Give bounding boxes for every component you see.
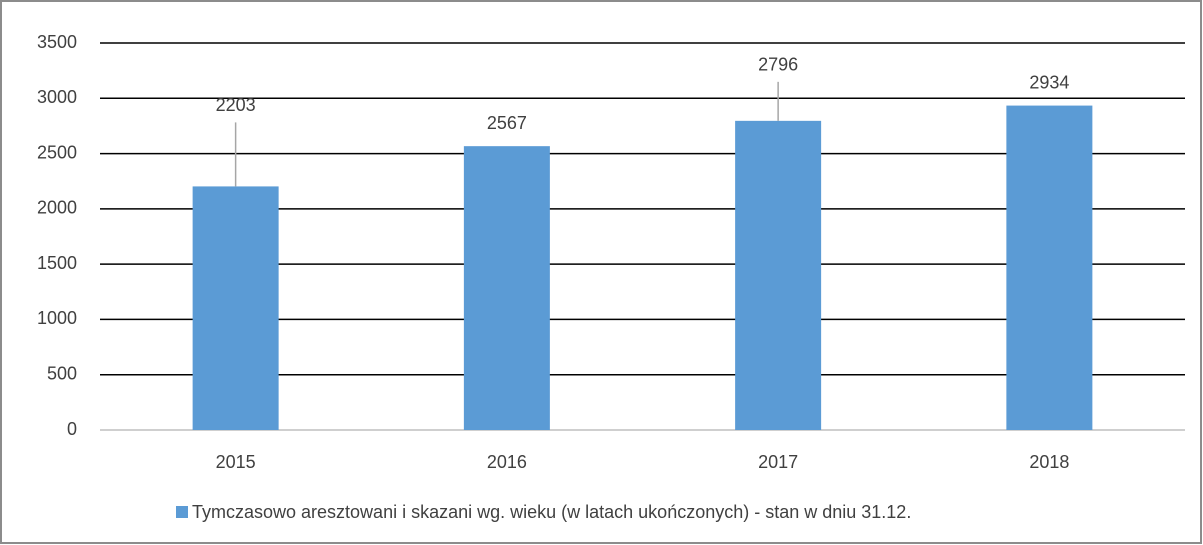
bar [463,146,550,430]
y-tick-label: 3500 [37,32,77,52]
data-label: 2567 [487,113,527,133]
bar [735,120,822,430]
y-tick-label: 1500 [37,253,77,273]
data-label: 2796 [758,55,798,75]
y-tick-label: 500 [47,363,77,383]
x-tick-label: 2017 [758,452,798,472]
y-tick-label: 1000 [37,308,77,328]
x-tick-label: 2018 [1029,452,1069,472]
data-label: 2203 [216,95,256,115]
y-tick-label: 3000 [37,87,77,107]
bar [1006,105,1093,430]
y-tick-label: 2500 [37,142,77,162]
data-label: 2934 [1029,72,1069,92]
legend-swatch [176,506,188,518]
y-tick-label: 0 [67,419,77,439]
legend-label: Tymczasowo aresztowani i skazani wg. wie… [192,502,911,522]
y-tick-label: 2000 [37,198,77,218]
x-tick-label: 2015 [216,452,256,472]
bar [192,186,279,430]
x-tick-label: 2016 [487,452,527,472]
